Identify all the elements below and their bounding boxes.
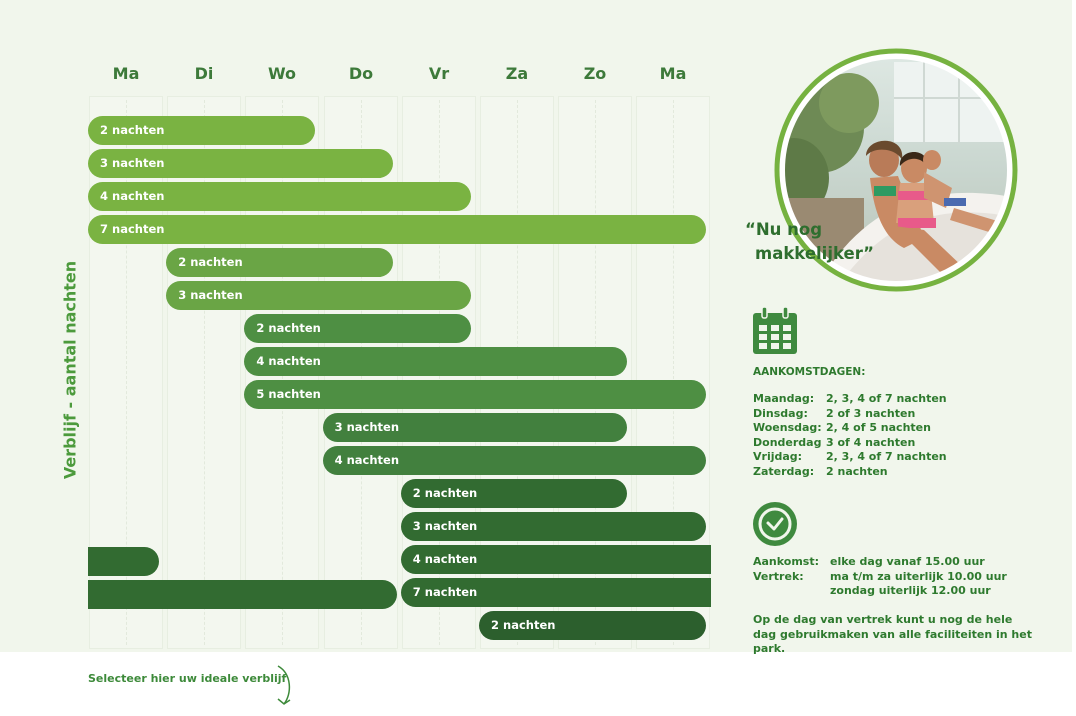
day-header-za: Za: [505, 64, 529, 83]
arrival-time-row: Aankomst: elke dag vanaf 15.00 uur: [753, 555, 1007, 570]
stay-bar[interactable]: 5 nachten: [244, 380, 706, 409]
stay-bar[interactable]: 4 nachten: [322, 446, 706, 475]
day-header-vr: Vr: [428, 64, 450, 83]
stay-bar[interactable]: 7 nachten: [88, 215, 706, 244]
stay-bar[interactable]: 3 nachten: [322, 413, 628, 442]
grid-divider: [204, 100, 205, 645]
calendar-icon: [753, 306, 797, 354]
stay-bar[interactable]: 3 nachten: [400, 512, 706, 541]
arrival-day: Woensdag:: [753, 421, 822, 434]
arrival-nights: 3 of 4 nachten: [826, 435, 916, 449]
arrival-days-heading: AANKOMSTDAGEN:: [753, 366, 866, 378]
stay-bar[interactable]: 3 nachten: [166, 281, 471, 310]
arrival-day: Donderdag: [753, 435, 822, 449]
departure-time-label: Vertrek:: [753, 569, 804, 583]
arrival-day: Maandag:: [753, 392, 815, 405]
arrival-nights: 2 of 3 nachten: [826, 406, 916, 420]
departure-time-value-sunday: zondag uiterlijk 12.00 uur: [830, 584, 991, 597]
arrival-day: Dinsdag:: [753, 406, 808, 420]
departure-time-value: ma t/m za uiterlijk 10.00 uur: [830, 569, 1007, 583]
bar-continuation-4-nachten[interactable]: [88, 547, 159, 576]
day-header-wo: Wo: [267, 64, 297, 83]
day-header-do: Do: [348, 64, 374, 83]
arrival-row: Dinsdag: 2 of 3 nachten: [753, 407, 947, 422]
quote-line-2: makkelijker”: [755, 244, 874, 263]
departure-time-row-2: zondag uiterlijk 12.00 uur: [753, 584, 1007, 599]
arrival-row: Donderdag 3 of 4 nachten: [753, 436, 947, 451]
day-header-ma: Ma: [112, 64, 140, 83]
select-stay-link[interactable]: Selecteer hier uw ideale verblijf: [88, 672, 287, 685]
stay-bar[interactable]: 2 nachten: [400, 479, 628, 508]
day-header-zo: Zo: [583, 64, 607, 83]
arrival-time-value: elke dag vanaf 15.00 uur: [830, 555, 985, 568]
arrival-nights: 2, 3, 4 of 7 nachten: [826, 392, 947, 405]
grid-divider: [126, 100, 127, 645]
panel-edge: [1072, 0, 1076, 652]
grid-divider: [673, 100, 674, 645]
stay-bar[interactable]: 4 nachten: [244, 347, 628, 376]
quote-line-1: “Nu nog: [745, 220, 823, 239]
curved-arrow-down-icon[interactable]: [272, 664, 294, 708]
y-axis-label: Verblijf - aantal nachten: [60, 260, 80, 480]
waterslide-family-photo: [774, 48, 1018, 292]
stay-bar[interactable]: 2 nachten: [479, 611, 706, 640]
arrival-nights: 2 nachten: [826, 464, 888, 478]
arrival-row: Zaterdag: 2 nachten: [753, 465, 947, 480]
arrival-row: Woensdag: 2, 4 of 5 nachten: [753, 421, 947, 436]
arrival-row: Vrijdag: 2, 3, 4 of 7 nachten: [753, 450, 947, 465]
stay-bar[interactable]: 2 nachten: [88, 116, 315, 145]
day-header-ma-2: Ma: [659, 64, 687, 83]
arrival-row: Maandag: 2, 3, 4 of 7 nachten: [753, 392, 947, 407]
stay-bar[interactable]: 2 nachten: [244, 314, 471, 343]
quote-text: “Nu nog makkelijker”: [745, 218, 874, 266]
arrival-nights: 2, 3, 4 of 7 nachten: [826, 450, 947, 463]
stay-bar[interactable]: 2 nachten: [166, 248, 393, 277]
departure-time-row: Vertrek: ma t/m za uiterlijk 10.00 uur: [753, 570, 1007, 585]
arrival-days-list: Maandag: 2, 3, 4 of 7 nachten Dinsdag: 2 o…: [753, 392, 947, 479]
stay-bar[interactable]: 4 nachten: [88, 182, 471, 211]
stay-bar[interactable]: 3 nachten: [88, 149, 393, 178]
arrival-day: Zaterdag:: [753, 464, 815, 478]
stay-bar[interactable]: 4 nachten: [400, 545, 711, 574]
departure-note: Op de dag van vertrek kunt u nog de hele…: [753, 613, 1032, 655]
day-header-di: Di: [194, 64, 214, 83]
check-in-times: Aankomst: elke dag vanaf 15.00 uur Vertre…: [753, 555, 1007, 599]
arrival-nights: 2, 4 of 5 nachten: [826, 421, 931, 434]
bar-continuation-7-nachten[interactable]: [88, 580, 397, 609]
arrival-day: Vrijdag:: [753, 450, 803, 463]
stay-bar[interactable]: 7 nachten: [400, 578, 711, 607]
clock-icon: [753, 502, 797, 546]
arrival-time-label: Aankomst:: [753, 555, 820, 568]
